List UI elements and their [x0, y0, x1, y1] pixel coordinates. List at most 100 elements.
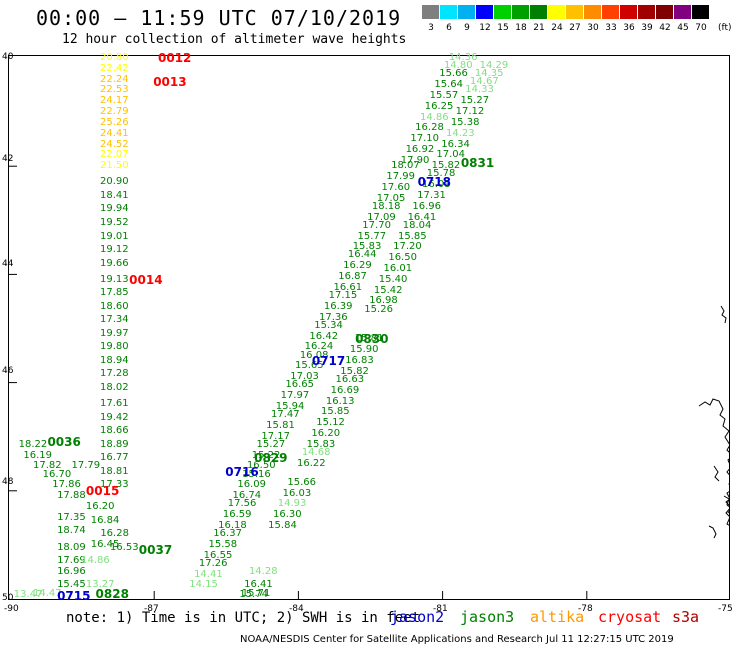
- colorbar-swatch: [548, 5, 565, 19]
- swh-value: 15.66: [439, 68, 468, 80]
- lon-label-75: -75: [718, 604, 733, 614]
- colorbar-swatch: [566, 5, 583, 19]
- swh-value: 17.79: [71, 460, 101, 472]
- colorbar-tick: 24: [551, 23, 563, 33]
- swh-value: 19.94: [100, 203, 129, 215]
- swh-value: 18.41: [100, 189, 129, 201]
- swh-value: 16.37: [213, 528, 242, 540]
- swh-value: 16.98: [369, 295, 398, 307]
- colorbar-tick: 15: [497, 23, 509, 33]
- swh-value: 17.09: [367, 211, 396, 223]
- lat-label-48: 48: [2, 477, 14, 487]
- colorbar-tick: 3: [428, 23, 434, 33]
- pass-time-label: 0014: [129, 272, 163, 287]
- swh-value: 18.94: [100, 354, 129, 366]
- swh-value: 22.24: [100, 73, 129, 85]
- swh-value: 16.19: [23, 449, 53, 461]
- colorbar-tick: 6: [446, 23, 452, 33]
- swh-value: 14.86: [419, 111, 449, 123]
- swh-value: 16.22: [297, 457, 326, 469]
- swh-value: 15.26: [364, 303, 393, 315]
- lat-label-44: 44: [2, 259, 14, 269]
- swh-value: 16.77: [100, 452, 129, 464]
- swh-value: 16.01: [383, 262, 413, 274]
- swh-value: 16.74: [232, 490, 262, 502]
- pass-time-label: 0716: [225, 464, 259, 479]
- swh-value: 15.64: [434, 79, 464, 91]
- swh-value: 22.53: [100, 84, 129, 96]
- swh-value: 25.26: [100, 116, 129, 128]
- swh-value: 16.28: [415, 122, 444, 134]
- colorbar-swatch: [584, 5, 601, 19]
- colorbar-swatch: [422, 5, 439, 19]
- swh-value: 18.09: [57, 541, 86, 553]
- swh-value: 19.80: [100, 341, 129, 353]
- pass-time-label: 0013: [153, 75, 187, 90]
- swh-value: 16.20: [85, 501, 115, 513]
- swh-value: 16.44: [347, 249, 377, 261]
- swh-value: 16.41: [244, 579, 273, 591]
- swh-value: 15.58: [208, 538, 238, 550]
- swh-value: 17.99: [386, 171, 415, 183]
- colorbar-unit: (ft): [718, 23, 732, 33]
- colorbar-swatch: [656, 5, 673, 19]
- colorbar-tick: 30: [587, 23, 599, 33]
- swh-value: 15.57: [429, 89, 459, 101]
- swh-value: 16.69: [330, 384, 360, 396]
- pass-time-label: 0036: [47, 435, 81, 450]
- swh-value: 17.20: [393, 241, 422, 253]
- lat-label-46: 46: [2, 366, 14, 376]
- pass-time-label: 0015: [85, 483, 120, 498]
- pass-time-label: 0715: [57, 589, 91, 603]
- pass-time-label: 0718: [417, 175, 451, 190]
- colorbar-tick: 42: [659, 23, 671, 33]
- swh-value: 16.03: [282, 487, 312, 499]
- swh-value: 15.12: [316, 417, 345, 429]
- swh-value: 15.27: [460, 95, 490, 107]
- swh-value: 16.03: [421, 179, 451, 191]
- colorbar-tick: 18: [515, 23, 527, 33]
- swh-value: 16.96: [57, 565, 86, 577]
- swh-value: 16.84: [90, 514, 120, 526]
- page-title: 00:00 – 11:59 UTC 07/10/2019: [36, 6, 402, 30]
- lon-label-87: -87: [144, 604, 159, 614]
- colorbar-tick: 9: [464, 23, 470, 33]
- swh-value: 19.12: [100, 244, 129, 256]
- swh-value: 16.45: [90, 538, 120, 550]
- swh-value: 14.93: [277, 498, 307, 510]
- swh-value: 17.70: [362, 219, 391, 231]
- swh-value: 16.50: [388, 252, 417, 264]
- map-canvas: [9, 165, 729, 599]
- swh-value: 15.40: [378, 273, 408, 285]
- colorbar-swatch: [458, 5, 475, 19]
- swh-value: 15.85: [397, 230, 427, 242]
- swh-value: 16.28: [100, 528, 129, 540]
- colorbar-tick: 39: [641, 23, 653, 33]
- swh-value: 17.33: [100, 479, 129, 491]
- swh-value: 15.78: [426, 168, 456, 180]
- swh-value: 14.28: [248, 565, 278, 577]
- colorbar-swatch: [476, 5, 493, 19]
- swh-value: 19.42: [100, 411, 129, 423]
- swh-value: 16.18: [218, 519, 247, 531]
- swh-value: 15.22: [251, 449, 281, 461]
- swh-value: 14.35: [474, 68, 504, 80]
- swh-value: 17.12: [455, 106, 485, 118]
- swh-value: 15.65: [295, 360, 324, 372]
- swh-value: 16.24: [304, 341, 334, 353]
- legend-jason3: jason3: [460, 608, 515, 626]
- swh-value: 16.55: [203, 549, 233, 561]
- swh-value: 15.82: [431, 160, 461, 172]
- page-subtitle: 12 hour collection of altimeter wave hei…: [62, 32, 407, 47]
- swh-value: 16.53: [109, 541, 139, 553]
- swh-value: 15.27: [256, 438, 286, 450]
- swh-value: 14.41: [194, 568, 223, 580]
- swh-value: 20.90: [100, 176, 129, 188]
- colorbar-swatch: [494, 5, 511, 19]
- lat-label-50: 50: [2, 593, 14, 603]
- swh-value: 14.15: [189, 579, 218, 591]
- swh-value: 19.01: [100, 230, 129, 242]
- swh-value: 19.52: [100, 217, 129, 228]
- swh-value: 16.20: [311, 427, 341, 439]
